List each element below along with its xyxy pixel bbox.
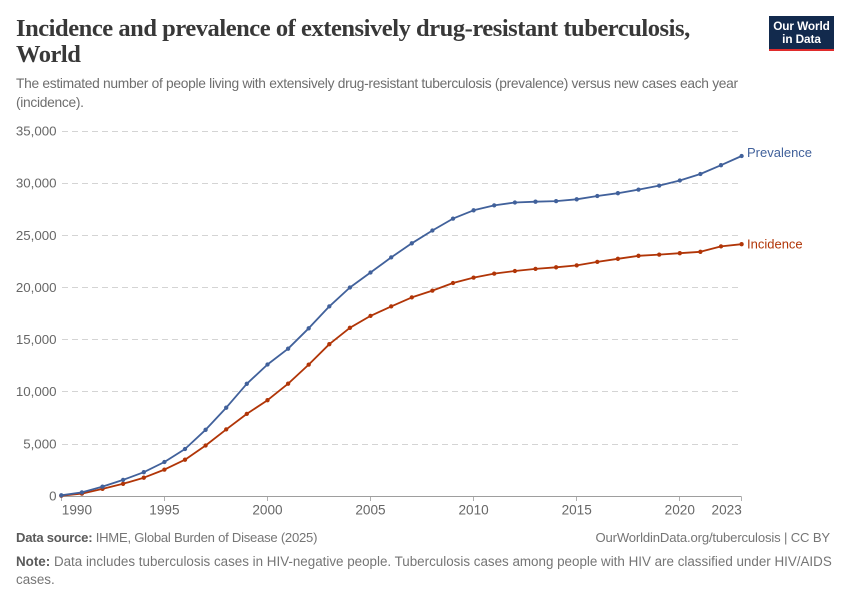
svg-text:Prevalence: Prevalence (747, 145, 812, 160)
svg-text:Incidence: Incidence (747, 237, 803, 252)
svg-text:10,000: 10,000 (16, 384, 57, 399)
svg-text:2015: 2015 (562, 502, 592, 517)
svg-text:15,000: 15,000 (16, 332, 57, 347)
svg-text:35,000: 35,000 (16, 124, 57, 139)
svg-text:1995: 1995 (149, 502, 179, 517)
svg-text:5,000: 5,000 (23, 436, 56, 451)
svg-text:2023: 2023 (712, 502, 742, 517)
svg-text:20,000: 20,000 (16, 280, 57, 295)
svg-text:30,000: 30,000 (16, 176, 57, 191)
svg-text:2020: 2020 (665, 502, 696, 517)
svg-text:2005: 2005 (355, 502, 385, 517)
svg-text:2000: 2000 (252, 502, 283, 517)
svg-text:2010: 2010 (458, 502, 489, 517)
svg-text:0: 0 (49, 489, 56, 504)
svg-text:1990: 1990 (62, 502, 93, 517)
svg-text:25,000: 25,000 (16, 228, 57, 243)
